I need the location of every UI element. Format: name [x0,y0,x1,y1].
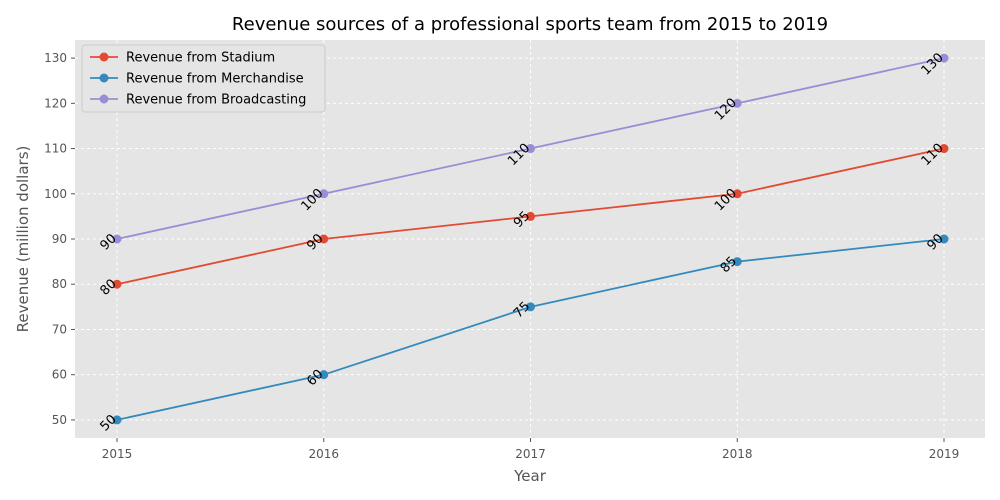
y-tick-label: 100 [44,187,67,201]
data-point [319,370,329,380]
x-tick-label: 2017 [515,447,546,461]
legend-label: Revenue from Merchandise [126,72,304,87]
legend-marker [99,73,109,83]
x-tick-label: 2018 [722,447,753,461]
data-point [939,53,949,63]
data-point [732,98,742,108]
x-tick-label: 2015 [102,447,133,461]
legend-label: Revenue from Broadcasting [126,93,306,108]
y-tick-label: 130 [44,51,67,65]
data-point [939,144,949,154]
axis-ticks: 50 60 70 80 90 100 110 120 130 2015 2016 2017 2018 20… [44,51,959,461]
data-point [112,234,122,244]
y-tick-label: 50 [52,413,67,427]
data-point [732,257,742,267]
chart-title: Revenue sources of a professional sports… [232,14,828,35]
y-tick-label: 110 [44,142,67,156]
y-tick-label: 90 [52,232,67,246]
data-point [732,189,742,199]
data-point [526,211,535,221]
y-tick-label: 70 [52,322,67,336]
data-point [112,415,122,425]
x-tick-label: 2019 [929,447,960,461]
data-point [526,302,535,312]
legend-marker [99,94,109,104]
y-axis-label: Revenue (million dollars) [14,146,32,333]
y-tick-label: 60 [52,368,67,382]
legend-marker [99,52,109,62]
data-point [112,279,122,289]
data-point [526,144,535,154]
data-point [319,234,329,244]
legend: Revenue from Stadium Revenue from Merchan… [81,44,326,113]
x-tick-label: 2016 [308,447,339,461]
legend-label: Revenue from Stadium [126,51,275,66]
y-tick-label: 120 [44,96,67,110]
data-point [319,189,329,199]
series [112,53,949,425]
x-axis-label: Year [513,467,547,485]
data-point [939,234,949,244]
legend-box [81,44,326,113]
y-tick-label: 80 [52,277,67,291]
